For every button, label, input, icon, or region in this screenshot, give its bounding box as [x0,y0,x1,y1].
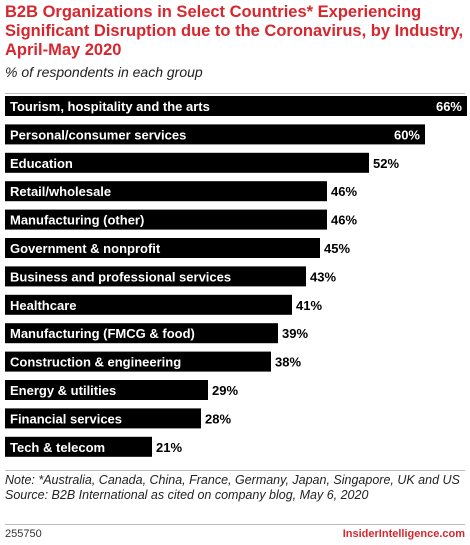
value-label: 52% [373,156,399,171]
category-label: Education [10,156,73,171]
top-divider [5,93,465,94]
bar [5,96,467,116]
footer-divider [5,524,465,525]
bar [5,238,320,258]
category-label: Construction & engineering [10,355,181,370]
value-label: 45% [324,241,350,256]
category-label: Energy & utilities [10,383,116,398]
bar [5,124,425,145]
category-label: Financial services [10,411,122,426]
value-label: 28% [205,411,231,426]
footnote-source: Source: B2B International as cited on co… [5,488,369,502]
bottom-divider [5,470,465,471]
chart-subtitle: % of respondents in each group [5,64,203,80]
bar [5,351,271,372]
brand-link[interactable]: InsiderIntelligence.com [342,528,465,540]
category-label: Tourism, hospitality and the arts [10,99,210,114]
chart-id: 255750 [5,528,42,540]
chart-title: B2B Organizations in Select Countries* E… [5,3,464,59]
footnote-note: Note: *Australia, Canada, China, France,… [5,473,460,487]
category-label: Manufacturing (FMCG & food) [10,326,195,341]
bar [5,294,292,315]
value-label: 38% [275,355,301,370]
bar [5,209,327,230]
bar [5,380,208,400]
value-label: 39% [282,326,308,341]
value-label: 29% [212,383,238,398]
bar [5,152,369,173]
category-label: Personal/consumer services [10,127,186,142]
value-label: 46% [331,213,357,228]
bar [5,181,327,202]
value-label: 46% [331,184,357,199]
category-label: Healthcare [10,298,76,313]
category-label: Business and professional services [10,269,231,284]
footnote: Note: *Australia, Canada, China, France,… [5,473,463,503]
bar [5,408,201,429]
value-label: 21% [156,440,182,455]
bar [5,266,306,287]
category-label: Tech & telecom [10,440,105,455]
category-label: Government & nonprofit [10,241,161,256]
value-label: 60% [394,127,420,142]
value-label: 41% [296,298,322,313]
bar [5,323,278,344]
bar-chart: Tourism, hospitality and the arts 66% Pers… [5,96,467,457]
category-label: Manufacturing (other) [10,213,144,228]
value-label: 66% [436,99,462,114]
value-label: 43% [310,269,336,284]
category-label: Retail/wholesale [10,184,111,199]
bar [5,436,152,457]
